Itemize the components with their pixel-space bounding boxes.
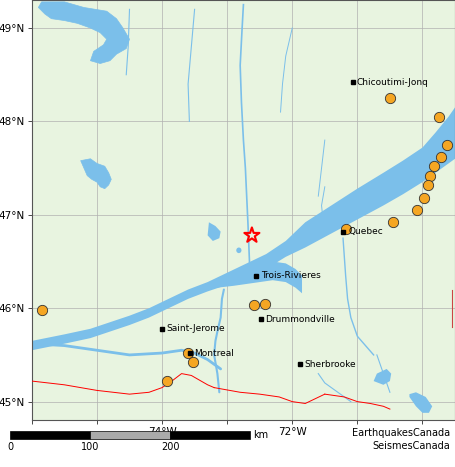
Text: Chicoutimi-Jonq: Chicoutimi-Jonq <box>357 78 429 87</box>
Text: EarthquakesCanada
SeismesCanada: EarthquakesCanada SeismesCanada <box>352 428 450 451</box>
Bar <box>90 432 170 439</box>
Text: km: km <box>253 430 268 440</box>
Text: Quebec: Quebec <box>348 227 383 236</box>
Point <box>435 113 442 120</box>
Point <box>190 359 197 366</box>
Point <box>248 232 256 239</box>
Point <box>342 225 349 233</box>
Point <box>386 94 394 102</box>
Text: Sherbrooke: Sherbrooke <box>304 360 356 369</box>
Bar <box>170 432 250 439</box>
Point <box>424 181 431 189</box>
Point <box>164 377 171 385</box>
Point <box>261 300 268 307</box>
Point <box>389 219 397 226</box>
Point <box>184 349 192 357</box>
Polygon shape <box>81 159 111 189</box>
Point <box>430 163 438 170</box>
Text: 100: 100 <box>81 442 99 452</box>
Bar <box>10 432 90 439</box>
Polygon shape <box>410 392 432 413</box>
Text: Montreal: Montreal <box>195 348 234 358</box>
Polygon shape <box>32 107 455 350</box>
Polygon shape <box>217 262 302 293</box>
Text: 200: 200 <box>161 442 179 452</box>
Polygon shape <box>38 2 130 64</box>
Text: Trois-Rivieres: Trois-Rivieres <box>261 271 321 280</box>
Point <box>444 141 451 149</box>
Point <box>38 306 45 314</box>
Point <box>437 153 445 161</box>
Text: Saint-Jerome: Saint-Jerome <box>167 324 225 333</box>
Text: 0: 0 <box>7 442 13 452</box>
Point <box>420 194 427 202</box>
Polygon shape <box>207 222 221 241</box>
Point <box>427 172 434 179</box>
Text: Drummondville: Drummondville <box>266 315 335 324</box>
Ellipse shape <box>236 248 242 253</box>
Polygon shape <box>374 369 391 385</box>
Point <box>414 206 421 214</box>
Point <box>251 302 258 309</box>
